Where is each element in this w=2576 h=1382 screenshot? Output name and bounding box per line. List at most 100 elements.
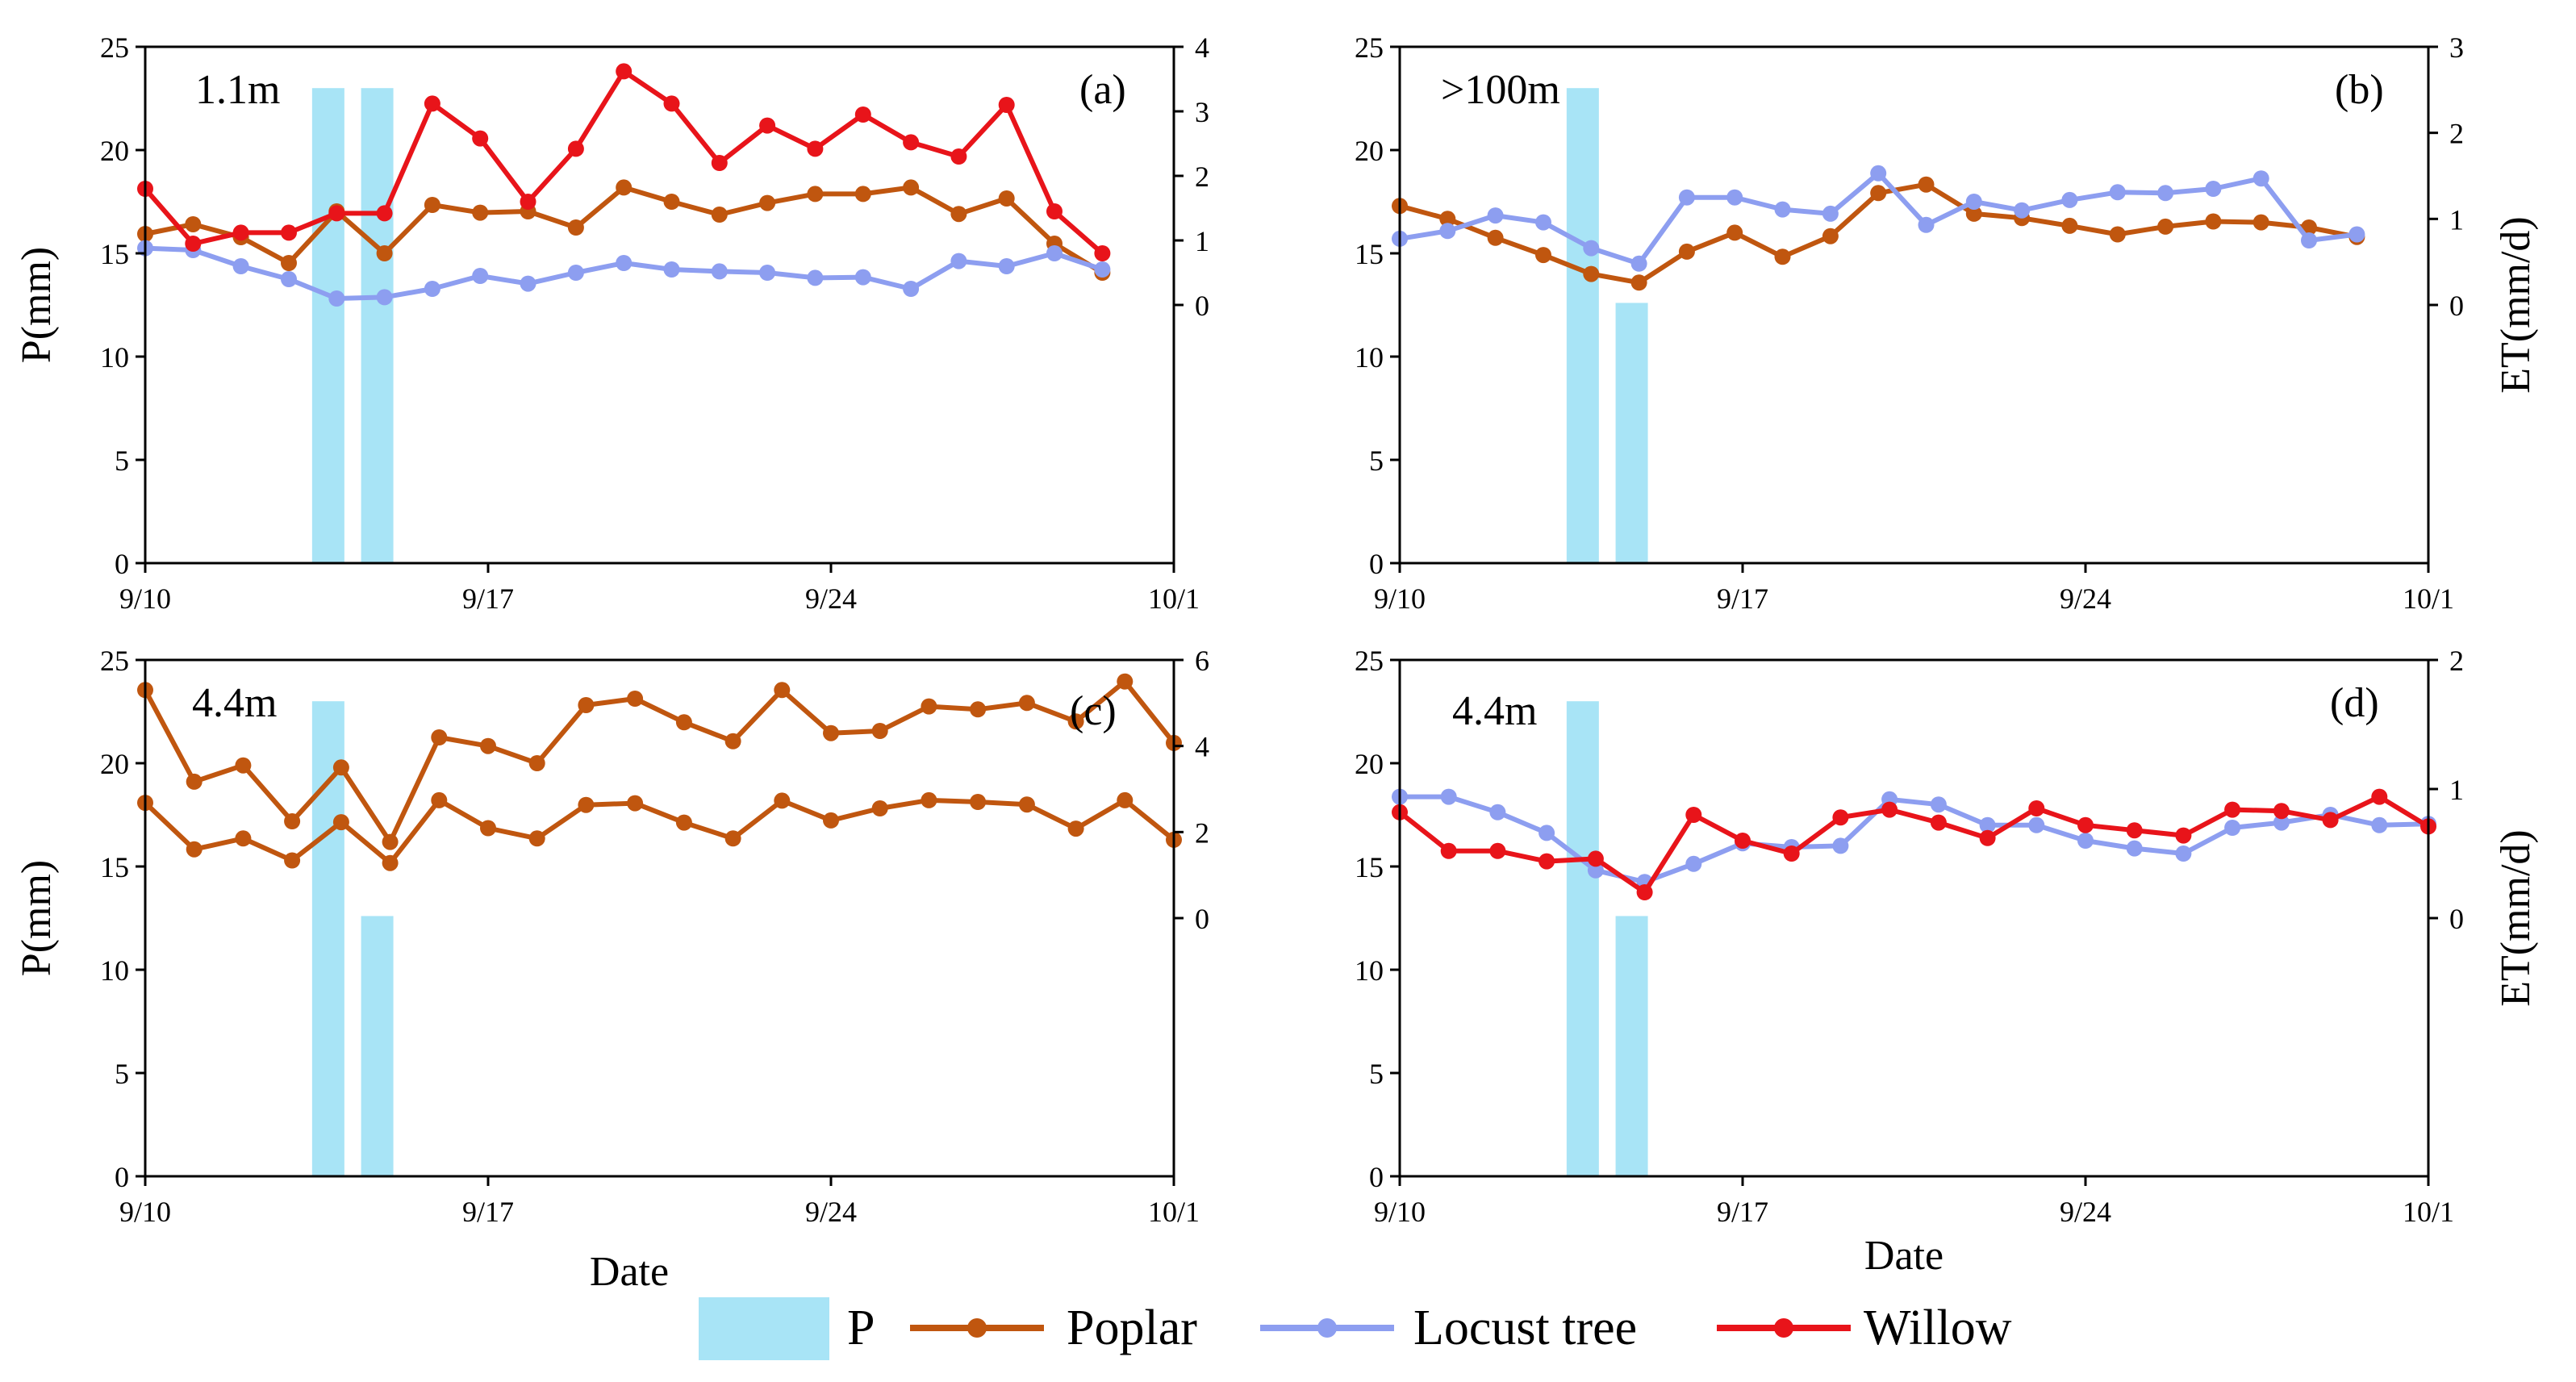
data-point-willow	[1489, 842, 1506, 859]
x-tick-label: 9/10	[119, 1196, 171, 1228]
legend-swatch-p	[699, 1297, 829, 1360]
distance-annotation: 4.4m	[1452, 688, 1537, 734]
data-point-willow	[1685, 807, 1702, 823]
x-tick-label: 9/10	[1374, 1196, 1426, 1228]
data-point-poplar	[480, 737, 496, 754]
data-point-poplar	[1067, 820, 1084, 837]
data-point-poplar	[332, 759, 349, 776]
x-tick-label: 9/24	[2060, 1196, 2111, 1228]
data-point-willow	[807, 140, 824, 157]
y-left-tick-label: 5	[1369, 445, 1384, 477]
data-point-willow	[2175, 827, 2192, 844]
data-point-poplar	[970, 794, 987, 810]
data-point-poplar	[675, 714, 692, 731]
x-axis-title: Date	[1864, 1233, 1943, 1279]
y-left-tick-label: 10	[1355, 954, 1384, 987]
data-point-locust	[1587, 862, 1604, 879]
data-point-poplar	[235, 830, 252, 847]
data-point-willow	[567, 140, 584, 157]
data-point-poplar	[1117, 673, 1134, 690]
x-tick-label: 9/24	[805, 582, 857, 615]
data-point-poplar	[235, 757, 252, 774]
data-point-locust	[520, 275, 536, 292]
data-point-poplar	[424, 197, 440, 213]
plot-frame	[144, 45, 1175, 565]
data-point-poplar	[1439, 211, 1456, 228]
data-point-poplar	[1067, 713, 1084, 730]
data-point-poplar	[284, 852, 301, 869]
data-point-poplar	[711, 207, 728, 223]
precip-bar	[361, 88, 394, 563]
data-point-locust	[950, 253, 967, 269]
data-point-poplar	[774, 792, 791, 809]
data-point-poplar	[950, 206, 967, 223]
legend-marker-willow	[1774, 1318, 1793, 1338]
data-point-poplar	[1018, 695, 1035, 712]
y-right-axis-title: ET(mm/d)	[2493, 829, 2539, 1007]
legend-label-willow: Willow	[1864, 1301, 2012, 1355]
data-point-poplar	[528, 830, 545, 847]
data-point-locust	[1094, 261, 1111, 278]
series-poplar	[1392, 176, 2365, 291]
data-point-locust	[663, 261, 680, 278]
data-point-locust	[1487, 207, 1504, 224]
data-point-poplar	[578, 796, 595, 813]
series-line-willow	[1398, 794, 2430, 895]
data-point-poplar	[616, 179, 633, 196]
y-left-tick-label: 10	[100, 341, 129, 374]
precip-bar	[361, 916, 394, 1176]
series-locust	[137, 240, 1111, 307]
data-point-willow	[2371, 788, 2388, 805]
legend-marker-locust	[1317, 1318, 1337, 1338]
data-point-willow	[1881, 801, 1898, 818]
data-point-willow	[185, 236, 202, 252]
data-point-poplar	[724, 830, 741, 847]
precip-bar	[1615, 303, 1648, 563]
data-point-poplar	[1117, 791, 1134, 808]
y-left-axis-title: P(mm)	[14, 860, 60, 976]
data-point-willow	[232, 224, 249, 241]
data-point-locust	[1046, 245, 1063, 261]
data-point-locust	[472, 268, 489, 284]
data-point-willow	[759, 117, 776, 134]
data-point-willow	[711, 155, 728, 171]
y-left-tick-label: 5	[1369, 1058, 1384, 1090]
x-tick-label: 9/17	[462, 582, 514, 615]
series-line-locust	[1400, 794, 2429, 885]
data-point-poplar	[2109, 226, 2126, 243]
data-point-poplar	[2157, 218, 2174, 235]
data-point-poplar	[528, 755, 545, 771]
y-left-tick-label: 20	[100, 135, 129, 167]
data-point-locust	[2077, 833, 2094, 849]
y-left-axis-title: P(mm)	[14, 247, 60, 363]
data-point-willow	[472, 130, 489, 147]
data-point-poplar	[1918, 176, 1935, 193]
data-point-poplar	[823, 724, 839, 741]
precip-bar	[311, 88, 344, 563]
data-point-willow	[1587, 850, 1604, 867]
data-point-willow	[1832, 809, 1849, 826]
data-point-locust	[232, 258, 249, 274]
panel-label: (b)	[2335, 67, 2384, 113]
y-left-tick-label: 15	[1355, 238, 1384, 270]
data-point-locust	[2371, 816, 2388, 833]
data-point-locust	[1832, 837, 1849, 854]
legend: P Poplar Locust tree Willow	[699, 1297, 2012, 1360]
x-tick-label: 9/24	[805, 1196, 857, 1228]
data-point-willow	[1046, 203, 1063, 219]
y-right-tick-label: 4	[1195, 731, 1209, 763]
distance-annotation: 1.1m	[195, 67, 280, 113]
data-point-poplar	[1774, 248, 1791, 265]
panel-d: 0 5 10 15 20 25 0 1 2 9/10 9/17 9/24 10/1 4.4m (d) ET(m…	[1355, 645, 2539, 1279]
x-tick-label: 9/17	[462, 1196, 514, 1228]
y-left-tick-label: 10	[1355, 341, 1384, 374]
data-point-locust	[2061, 191, 2078, 208]
x-tick-label: 9/17	[1717, 582, 1768, 615]
data-point-locust	[567, 265, 584, 281]
data-point-poplar	[578, 697, 595, 713]
data-point-willow	[1539, 853, 1555, 870]
y-left-tick-label: 20	[1355, 748, 1384, 780]
plot-frame	[144, 658, 1175, 1178]
